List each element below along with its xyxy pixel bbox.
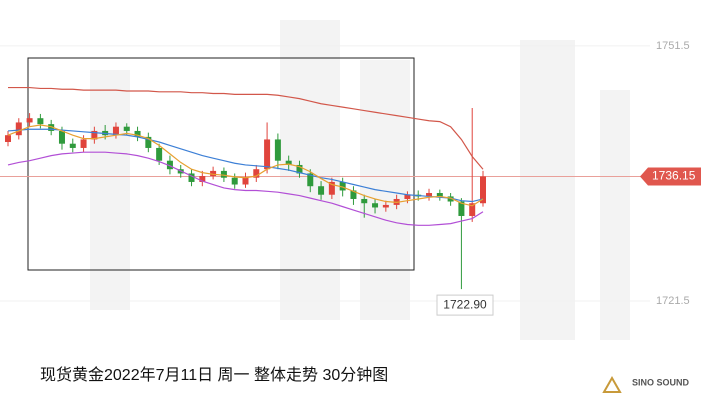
candle-body	[26, 118, 33, 123]
candle-body	[80, 139, 87, 148]
candle-body	[296, 164, 303, 174]
candle-body	[382, 204, 389, 208]
watermark	[90, 20, 630, 340]
candle-body	[231, 177, 238, 185]
candle-body	[242, 177, 249, 185]
candle-body	[37, 118, 44, 125]
candle-body	[220, 170, 227, 178]
highlight-box	[27, 57, 415, 271]
candle-body	[350, 190, 357, 199]
candle-body	[318, 186, 325, 195]
low-label: 1722.90	[443, 297, 487, 311]
indicator-line	[7, 128, 484, 203]
candle-body	[361, 198, 368, 204]
indicator-line	[7, 124, 484, 207]
low-label-box	[436, 294, 494, 316]
candle-body	[15, 122, 22, 136]
chart-title: 现货黄金2022年7月11日 周一 整体走势 30分钟图	[40, 366, 388, 384]
candle-body	[210, 170, 217, 177]
candle-body	[264, 139, 271, 170]
price-tag-label: 1736.15	[652, 169, 696, 183]
candle-body	[48, 124, 55, 131]
candle-body	[253, 169, 260, 178]
y-tick-label: 1721.5	[656, 295, 690, 307]
candle-body	[5, 135, 11, 143]
candle-body	[166, 160, 173, 170]
candle-body	[123, 126, 130, 131]
candle-body	[112, 126, 119, 136]
candle-body	[145, 136, 152, 148]
candle-body	[339, 181, 346, 191]
indicator-line	[7, 151, 484, 226]
logo: SINO SOUND	[602, 375, 690, 393]
candle-body	[274, 139, 281, 161]
candle-body	[69, 143, 76, 148]
candle-body	[328, 181, 335, 195]
candle-body	[372, 203, 379, 208]
candle-body	[458, 201, 465, 216]
candle-body	[469, 203, 476, 216]
indicator-line	[8, 86, 484, 170]
candle-body	[307, 173, 314, 187]
candle-body	[91, 130, 98, 140]
candle-body	[285, 160, 292, 165]
brand: SINO SOUND	[632, 377, 690, 387]
candle-body	[480, 176, 486, 204]
candle-body	[188, 173, 195, 182]
candle-body	[134, 130, 141, 137]
candle-body	[447, 196, 454, 202]
candle-body	[436, 193, 443, 197]
candle-body	[156, 147, 163, 161]
y-tick-label: 1751.5	[656, 40, 690, 52]
candle-body	[199, 176, 206, 182]
price-tag	[640, 167, 701, 186]
candle-body	[404, 194, 411, 199]
candle-body	[426, 193, 433, 197]
candle-body	[58, 130, 65, 144]
